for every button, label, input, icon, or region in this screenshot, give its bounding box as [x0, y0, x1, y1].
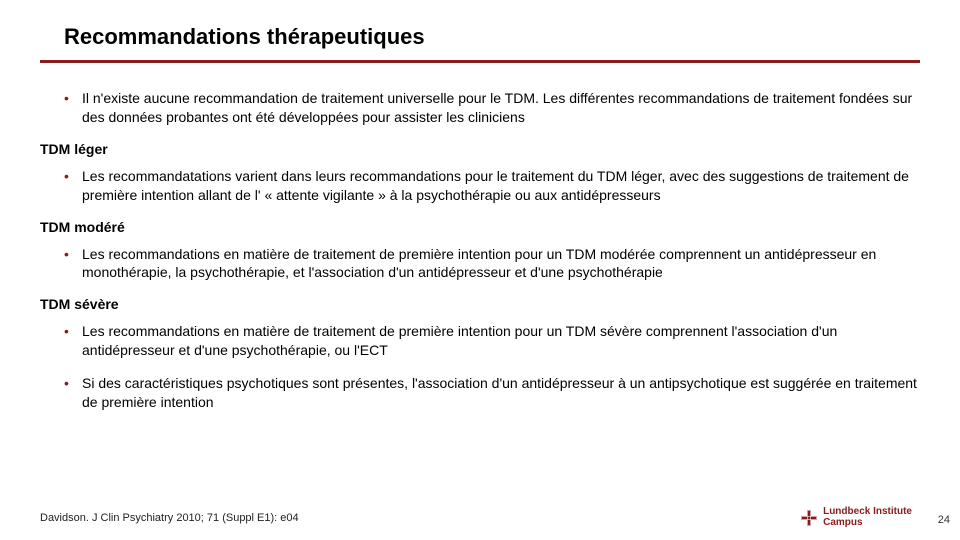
- bullet-text: Les recommandations en matière de traite…: [82, 245, 920, 283]
- logo-text: Lundbeck Institute Campus: [823, 507, 912, 528]
- bullet-item: • Les recommandations en matière de trai…: [64, 245, 920, 283]
- section-heading: TDM sévère: [40, 296, 920, 312]
- bullet-text: Il n'existe aucune recommandation de tra…: [82, 89, 920, 127]
- bullet-item: • Les recommandatations varient dans leu…: [64, 167, 920, 205]
- bullet-dot-icon: •: [64, 374, 82, 412]
- slide-title: Recommandations thérapeutiques: [64, 24, 920, 50]
- bullet-item: • Si des caractéristiques psychotiques s…: [64, 374, 920, 412]
- logo-line1: Lundbeck Institute: [823, 506, 912, 517]
- bullet-dot-icon: •: [64, 322, 82, 360]
- bullet-text: Si des caractéristiques psychotiques son…: [82, 374, 920, 412]
- bullet-text: Les recommandatations varient dans leurs…: [82, 167, 920, 205]
- bullet-item: • Il n'existe aucune recommandation de t…: [64, 89, 920, 127]
- bullet-dot-icon: •: [64, 245, 82, 283]
- slide: Recommandations thérapeutiques • Il n'ex…: [0, 0, 960, 540]
- page-number: 24: [938, 514, 950, 526]
- bullet-dot-icon: •: [64, 167, 82, 205]
- logo-line2: Campus: [823, 517, 862, 528]
- bullet-item: • Les recommandations en matière de trai…: [64, 322, 920, 360]
- footer-citation: Davidson. J Clin Psychiatry 2010; 71 (Su…: [40, 512, 299, 524]
- logo: Lundbeck Institute Campus: [801, 507, 912, 528]
- bullet-dot-icon: •: [64, 89, 82, 127]
- logo-cross-icon: [801, 510, 817, 526]
- section-heading: TDM léger: [40, 141, 920, 157]
- bullet-text: Les recommandations en matière de traite…: [82, 322, 920, 360]
- slide-content: • Il n'existe aucune recommandation de t…: [40, 63, 920, 412]
- section-heading: TDM modéré: [40, 219, 920, 235]
